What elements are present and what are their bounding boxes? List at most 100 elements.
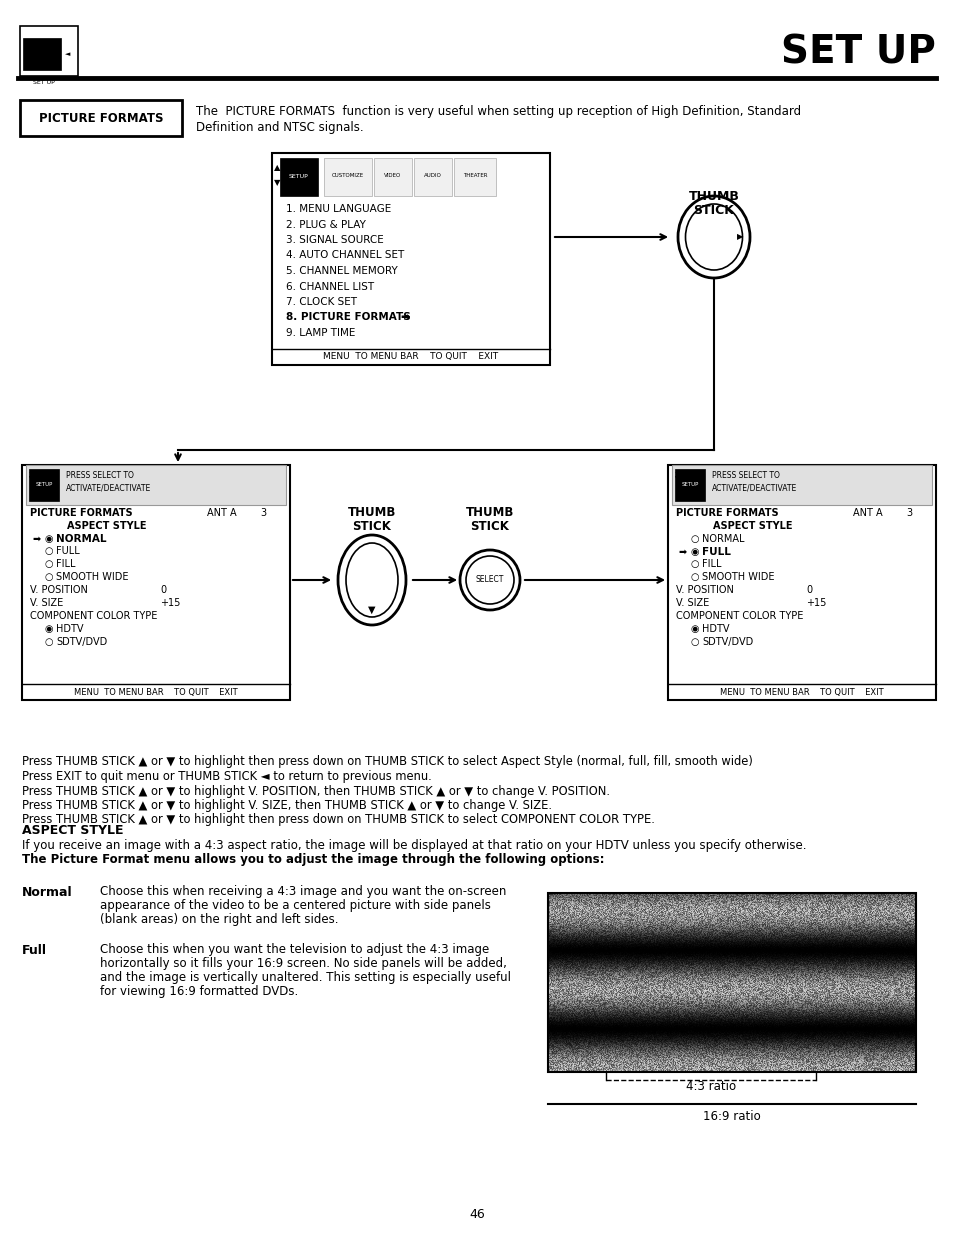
Bar	[454, 158, 496, 196]
Text: Choose this when you want the television to adjust the 4:3 image: Choose this when you want the television…	[100, 944, 489, 956]
Text: 5. CHANNEL MEMORY: 5. CHANNEL MEMORY	[286, 266, 397, 275]
Bar	[675, 469, 704, 501]
Text: Press THUMB STICK ▲ or ▼ to highlight then press down on THUMB STICK to select C: Press THUMB STICK ▲ or ▼ to highlight th…	[22, 814, 654, 826]
Circle shape	[465, 556, 514, 604]
Text: PICTURE FORMATS: PICTURE FORMATS	[30, 508, 132, 517]
Text: 4:3 ratio: 4:3 ratio	[685, 1079, 736, 1093]
Text: PICTURE FORMATS: PICTURE FORMATS	[676, 508, 778, 517]
Text: SDTV/DVD: SDTV/DVD	[701, 637, 753, 647]
Text: and the image is vertically unaltered. This setting is especially useful: and the image is vertically unaltered. T…	[100, 972, 511, 984]
Text: SET UP: SET UP	[33, 80, 55, 85]
Text: V. POSITION: V. POSITION	[30, 585, 88, 595]
Text: The  PICTURE FORMATS  function is very useful when setting up reception of High : The PICTURE FORMATS function is very use…	[195, 105, 801, 119]
Text: VIDEO: VIDEO	[384, 173, 401, 178]
Text: ◉: ◉	[45, 624, 53, 634]
Text: SETUP: SETUP	[680, 483, 698, 488]
Text: Definition and NTSC signals.: Definition and NTSC signals.	[195, 121, 363, 135]
Text: horizontally so it fills your 16:9 screen. No side panels will be added,: horizontally so it fills your 16:9 scree…	[100, 957, 506, 971]
Text: ▶: ▶	[736, 232, 742, 242]
Text: If you receive an image with a 4:3 aspect ratio, the image will be displayed at : If you receive an image with a 4:3 aspec…	[22, 840, 805, 852]
Text: 6. CHANNEL LIST: 6. CHANNEL LIST	[286, 282, 374, 291]
Text: appearance of the video to be a centered picture with side panels: appearance of the video to be a centered…	[100, 899, 491, 913]
Text: 2. PLUG & PLAY: 2. PLUG & PLAY	[286, 220, 366, 230]
Text: Choose this when receiving a 4:3 image and you want the on-screen: Choose this when receiving a 4:3 image a…	[100, 885, 506, 899]
Text: 3. SIGNAL SOURCE: 3. SIGNAL SOURCE	[286, 235, 383, 245]
Text: ➡: ➡	[678, 547, 685, 557]
Text: SET UP: SET UP	[781, 33, 935, 70]
Text: 0: 0	[160, 585, 166, 595]
Text: ➡: ➡	[399, 312, 409, 322]
Text: ○: ○	[45, 572, 53, 582]
Ellipse shape	[346, 543, 397, 618]
Text: ASPECT STYLE: ASPECT STYLE	[67, 521, 147, 531]
Text: 9. LAMP TIME: 9. LAMP TIME	[286, 329, 355, 338]
Text: ANT A: ANT A	[207, 508, 236, 517]
Text: HDTV: HDTV	[56, 624, 84, 634]
Text: AUDIO: AUDIO	[424, 173, 441, 178]
Text: CUSTOMIZE: CUSTOMIZE	[332, 173, 364, 178]
Text: Press THUMB STICK ▲ or ▼ to highlight V. SIZE, then THUMB STICK ▲ or ▼ to change: Press THUMB STICK ▲ or ▼ to highlight V.…	[22, 799, 552, 811]
Text: HDTV: HDTV	[701, 624, 729, 634]
Text: ASPECT STYLE: ASPECT STYLE	[712, 521, 792, 531]
Text: THEATER: THEATER	[462, 173, 487, 178]
Text: The Picture Format menu allows you to adjust the image through the following opt: The Picture Format menu allows you to ad…	[22, 853, 604, 867]
Text: ○: ○	[45, 546, 53, 556]
Text: V. SIZE: V. SIZE	[30, 598, 63, 608]
Text: ACTIVATE/DEACTIVATE: ACTIVATE/DEACTIVATE	[711, 483, 797, 493]
Text: 8. PICTURE FORMATS: 8. PICTURE FORMATS	[286, 312, 411, 322]
Text: for viewing 16:9 formatted DVDs.: for viewing 16:9 formatted DVDs.	[100, 986, 298, 999]
Text: MENU  TO MENU BAR    TO QUIT    EXIT: MENU TO MENU BAR TO QUIT EXIT	[74, 688, 237, 697]
Text: SETUP: SETUP	[289, 174, 309, 179]
Text: STICK: STICK	[693, 204, 734, 216]
Circle shape	[459, 550, 519, 610]
Text: STICK: STICK	[470, 520, 509, 534]
Bar	[26, 466, 286, 505]
Text: COMPONENT COLOR TYPE: COMPONENT COLOR TYPE	[676, 611, 802, 621]
Bar	[547, 893, 915, 1072]
Text: ➡: ➡	[32, 534, 40, 543]
Text: Press THUMB STICK ▲ or ▼ to highlight V. POSITION, then THUMB STICK ▲ or ▼ to ch: Press THUMB STICK ▲ or ▼ to highlight V.…	[22, 784, 609, 798]
Text: ◄: ◄	[65, 51, 71, 57]
Text: SELECT: SELECT	[476, 576, 503, 584]
Text: +15: +15	[805, 598, 825, 608]
Text: ◉: ◉	[690, 547, 699, 557]
Text: ◉: ◉	[690, 624, 699, 634]
Text: ○: ○	[690, 637, 699, 647]
Text: ASPECT STYLE: ASPECT STYLE	[22, 824, 123, 836]
Text: Press THUMB STICK ▲ or ▼ to highlight then press down on THUMB STICK to select A: Press THUMB STICK ▲ or ▼ to highlight th…	[22, 756, 752, 768]
Text: 7. CLOCK SET: 7. CLOCK SET	[286, 296, 356, 308]
Text: ○: ○	[690, 559, 699, 569]
Text: ▼: ▼	[274, 179, 280, 188]
Text: V. POSITION: V. POSITION	[676, 585, 733, 595]
Text: ○: ○	[690, 534, 699, 543]
Bar	[22, 466, 290, 700]
Bar	[280, 158, 317, 196]
Text: NORMAL: NORMAL	[56, 534, 107, 543]
Bar	[20, 26, 78, 77]
Text: PRESS SELECT TO: PRESS SELECT TO	[711, 472, 779, 480]
Text: Normal: Normal	[22, 885, 72, 899]
Text: FILL: FILL	[56, 559, 75, 569]
Bar	[414, 158, 452, 196]
Text: ◄▲
▼: ◄▲ ▼	[675, 471, 682, 480]
Text: +15: +15	[160, 598, 180, 608]
Text: FULL: FULL	[701, 547, 730, 557]
Text: STICK: STICK	[353, 520, 391, 534]
Bar	[20, 100, 182, 136]
Ellipse shape	[337, 535, 406, 625]
Text: ○: ○	[45, 559, 53, 569]
Text: ○: ○	[45, 637, 53, 647]
Text: THUMB: THUMB	[465, 506, 514, 520]
Text: ◄▲
▼: ◄▲ ▼	[29, 471, 37, 480]
Text: SMOOTH WIDE: SMOOTH WIDE	[701, 572, 774, 582]
Text: ▼: ▼	[368, 605, 375, 615]
Text: V. SIZE: V. SIZE	[676, 598, 708, 608]
Text: MENU  TO MENU BAR    TO QUIT    EXIT: MENU TO MENU BAR TO QUIT EXIT	[323, 352, 498, 362]
Text: ANT A: ANT A	[852, 508, 882, 517]
Text: NORMAL: NORMAL	[701, 534, 743, 543]
Bar	[272, 153, 550, 366]
Bar	[667, 466, 935, 700]
Text: 0: 0	[805, 585, 811, 595]
Text: 4. AUTO CHANNEL SET: 4. AUTO CHANNEL SET	[286, 251, 404, 261]
Bar	[29, 469, 59, 501]
